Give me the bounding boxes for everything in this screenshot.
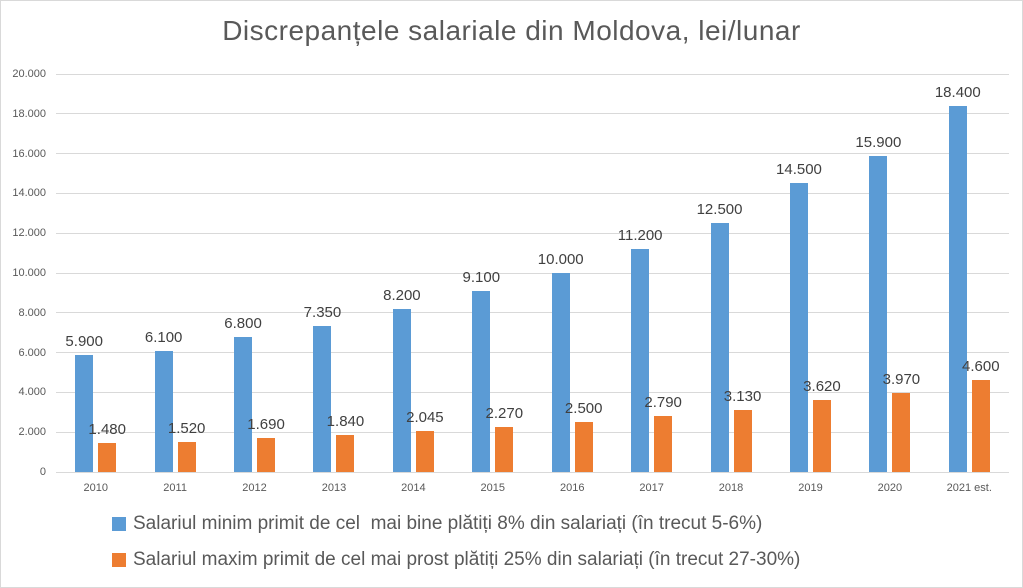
gridline (56, 73, 1009, 75)
y-axis-tick-label: 20.000 (12, 68, 46, 80)
bar-maxim-salariu (574, 422, 593, 472)
bar-minim-salariu (710, 223, 729, 472)
data-label: 7.350 (303, 303, 342, 321)
bar-minim-salariu (75, 354, 94, 472)
x-axis-tick-label: 2012 (242, 482, 267, 494)
y-axis-tick-label: 16.000 (12, 147, 46, 160)
bar-minim-salariu (313, 325, 332, 472)
bar-maxim-salariu (733, 409, 752, 472)
plot-area: 5.900 1.480 6.100 1.520 6.800 1.690 7.350 1.840… (56, 73, 1009, 473)
bar-minim-salariu (392, 308, 411, 472)
data-label: 2.045 (406, 409, 444, 427)
gridline (56, 113, 1009, 115)
gridline (56, 272, 1009, 274)
x-axis-tick-label: 2016 (559, 482, 585, 494)
y-axis: 0 2.000 4.000 6.000 8.000 10.000 12.000 14.000 1… (1, 68, 52, 478)
legend-marker-blue-square (112, 516, 126, 531)
y-axis-tick-label: 8.000 (18, 306, 46, 319)
data-label: 12.500 (696, 201, 743, 219)
legend-item: Salariul minim primit de cel mai bine pl… (112, 510, 800, 537)
bar-maxim-salariu (812, 399, 831, 472)
x-axis-tick-label: 2010 (83, 482, 108, 494)
x-axis-tick-label: 2013 (321, 482, 347, 494)
chart-title: Discrepanțele salariale din Moldova, lei… (222, 15, 801, 46)
bar-maxim-salariu (495, 426, 514, 472)
x-axis: 2010 2011 2012 2013 2014 2015 2016 2017 2018 2019… (56, 482, 1009, 500)
data-label: 5.900 (65, 332, 103, 350)
legend-label: Salariul maxim primit de cel mai prost p… (133, 548, 801, 570)
data-label: 1.520 (167, 419, 206, 437)
bar-maxim-salariu (98, 442, 117, 472)
bar-maxim-salariu (177, 441, 196, 472)
y-axis-tick-label: 18.000 (12, 107, 46, 120)
data-label: 8.200 (383, 286, 421, 304)
y-axis-tick-label: 6.000 (18, 346, 46, 359)
data-label: 3.970 (882, 371, 921, 388)
data-label: 1.690 (247, 416, 285, 434)
y-axis-tick-label: 2.000 (18, 426, 46, 439)
gridline (56, 312, 1009, 314)
x-axis-tick-label: 2018 (718, 482, 744, 494)
gridline (56, 153, 1009, 155)
data-label: 18.400 (934, 83, 981, 101)
data-label: 3.620 (803, 377, 841, 395)
bar-maxim-salariu (892, 393, 911, 472)
bar-minim-salariu (789, 183, 808, 472)
data-label: 15.900 (855, 133, 902, 151)
gridline (56, 471, 1009, 473)
bar-minim-salariu (948, 105, 967, 472)
data-label: 10.000 (537, 251, 584, 268)
legend: Salariul minim primit de cel mai bine pl… (112, 510, 800, 573)
gridline (56, 352, 1009, 354)
data-label: 4.600 (962, 358, 1000, 376)
data-label: 6.800 (224, 314, 262, 332)
data-label: 11.200 (617, 227, 663, 245)
x-axis-tick-label: 2020 (877, 482, 903, 494)
x-axis-tick-label: 2014 (401, 482, 426, 494)
x-axis-tick-label: 2011 (163, 482, 187, 494)
legend-marker-orange-square (112, 552, 126, 567)
y-axis-tick-label: 14.000 (12, 187, 46, 200)
bar-maxim-salariu (336, 435, 355, 472)
bar-maxim-salariu (257, 438, 276, 472)
data-label: 9.100 (462, 268, 501, 286)
data-label: 14.500 (776, 161, 822, 179)
gridline (56, 232, 1009, 234)
y-axis-tick-label: 4.000 (18, 386, 46, 399)
gridline (56, 192, 1009, 194)
data-label: 2.790 (644, 394, 682, 412)
gridline (56, 431, 1009, 433)
bar-minim-salariu (234, 336, 253, 472)
data-label: 2.500 (564, 400, 603, 418)
data-label: 6.100 (144, 328, 183, 346)
x-axis-tick-label: 2015 (480, 482, 506, 494)
data-label: 3.130 (723, 387, 762, 405)
gridline (56, 391, 1009, 393)
legend-label: Salariul minim primit de cel mai bine pl… (133, 512, 763, 534)
data-label: 1.480 (88, 420, 126, 438)
y-axis-tick-label: 12.000 (12, 227, 46, 240)
data-label: 2.270 (485, 404, 524, 422)
legend-item: Salariul maxim primit de cel mai prost p… (112, 546, 800, 573)
bar-minim-salariu (154, 350, 173, 472)
data-label: 1.840 (326, 413, 365, 431)
bar-minim-salariu (472, 290, 491, 472)
x-axis-tick-label: 2021 est. (946, 482, 992, 494)
bar-maxim-salariu (415, 431, 434, 472)
x-axis-tick-label: 2019 (798, 482, 823, 494)
bar-minim-salariu (551, 273, 570, 472)
bar-minim-salariu (631, 249, 650, 472)
x-axis-tick-label: 2017 (639, 482, 664, 494)
y-axis-tick-label: 0 (39, 466, 46, 478)
bar-maxim-salariu (971, 380, 990, 472)
bar-maxim-salariu (654, 416, 673, 472)
y-axis-tick-label: 10.000 (12, 267, 46, 279)
bar-minim-salariu (869, 155, 888, 472)
